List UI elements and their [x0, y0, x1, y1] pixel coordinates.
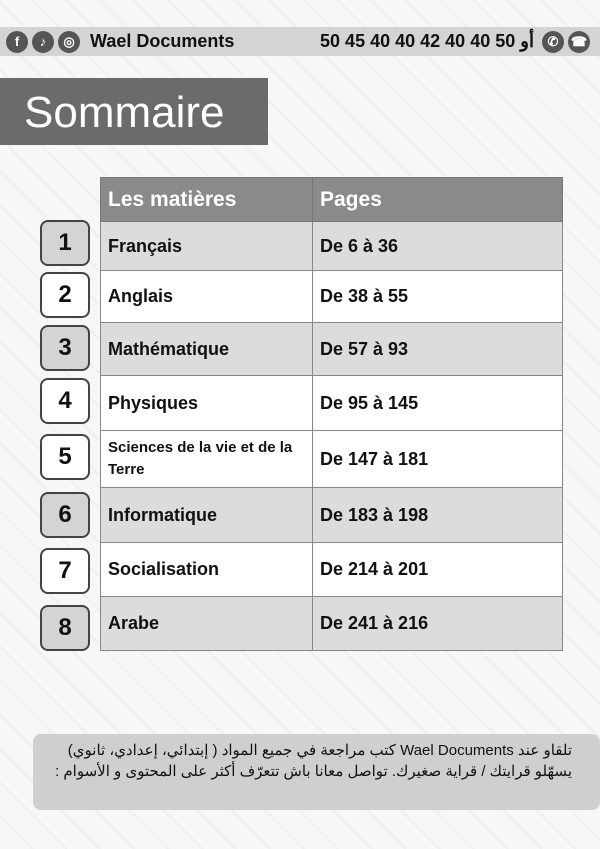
- page-title: Sommaire: [0, 78, 268, 145]
- subject-cell: Physiques: [100, 375, 313, 431]
- row-number-badge: 8: [40, 605, 90, 651]
- table-row: Socialisation De 214 à 201: [100, 542, 563, 597]
- subject-cell: Anglais: [100, 270, 313, 323]
- subject-cell: Arabe: [100, 596, 313, 651]
- row-number-badge: 4: [40, 378, 90, 424]
- header-subjects: Les matières: [100, 177, 313, 222]
- tiktok-icon[interactable]: ♪: [32, 30, 54, 53]
- pages-cell: De 241 à 216: [312, 596, 563, 651]
- row-number-badge: 6: [40, 492, 90, 538]
- table-row: Français De 6 à 36: [100, 221, 563, 271]
- facebook-icon[interactable]: f: [6, 30, 28, 53]
- brand-name: Wael Documents: [90, 31, 235, 51]
- row-number-badge: 2: [40, 272, 90, 318]
- row-number-badge: 5: [40, 434, 90, 480]
- contact-bar: f ♪ ◎ Wael Documents 50 45 40 40 أو 50 4…: [0, 27, 600, 56]
- table-row: Arabe De 241 à 216: [100, 596, 563, 651]
- pages-cell: De 147 à 181: [312, 430, 563, 488]
- subject-cell: Sciences de la vie et de la Terre: [100, 430, 313, 488]
- subject-cell: Mathématique: [100, 322, 313, 376]
- table-row: Informatique De 183 à 198: [100, 487, 563, 543]
- table-row: Physiques De 95 à 145: [100, 375, 563, 431]
- phone-icon[interactable]: ☎: [568, 30, 590, 53]
- instagram-icon[interactable]: ◎: [58, 30, 80, 53]
- info-note: تلقاو عند Wael Documents كتب مراجعة في ج…: [33, 734, 600, 810]
- pages-cell: De 57 à 93: [312, 322, 563, 376]
- pages-cell: De 183 à 198: [312, 487, 563, 543]
- pages-cell: De 6 à 36: [312, 221, 563, 271]
- subject-cell: Socialisation: [100, 542, 313, 597]
- row-number-badge: 7: [40, 548, 90, 594]
- row-number-badge: 3: [40, 325, 90, 371]
- table-row: Sciences de la vie et de la Terre De 147 …: [100, 430, 563, 488]
- table-row: Anglais De 38 à 55: [100, 270, 563, 323]
- pages-cell: De 38 à 55: [312, 270, 563, 323]
- pages-cell: De 214 à 201: [312, 542, 563, 597]
- whatsapp-icon[interactable]: ✆: [542, 30, 564, 53]
- phone-numbers: 50 45 40 40 أو 50 40 40 42: [320, 31, 534, 51]
- header-pages: Pages: [312, 177, 563, 222]
- row-number-badge: 1: [40, 220, 90, 266]
- pages-cell: De 95 à 145: [312, 375, 563, 431]
- summary-table: Les matières Pages Français De 6 à 36 Angl…: [100, 177, 563, 651]
- subject-cell: Informatique: [100, 487, 313, 543]
- table-row: Mathématique De 57 à 93: [100, 322, 563, 376]
- subject-cell: Français: [100, 221, 313, 271]
